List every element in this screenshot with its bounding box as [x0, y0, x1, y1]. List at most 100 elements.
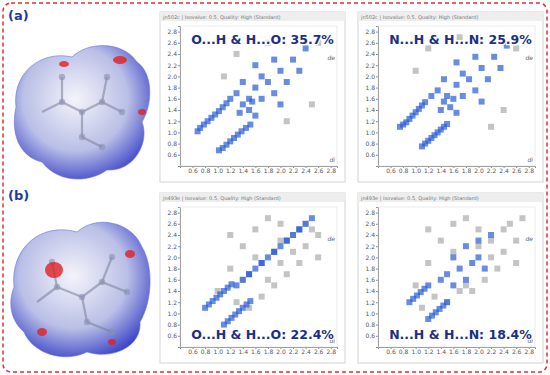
molecule-bond — [82, 137, 102, 147]
point — [491, 54, 497, 60]
tick-label: 1.4 — [365, 106, 375, 113]
outer-frame — [3, 3, 547, 372]
point — [227, 96, 233, 102]
tick: 0.6 — [386, 166, 396, 174]
tick-label: 1.8 — [462, 348, 472, 355]
y-axis-label: de — [328, 235, 336, 242]
point — [469, 260, 475, 266]
tick-label: 1.6 — [251, 348, 261, 355]
tick: 1.4 — [239, 166, 249, 174]
y-axis-label: de — [328, 54, 336, 61]
tick-label: 2.0 — [276, 348, 286, 355]
y-axis: 0.60.81.01.21.41.61.82.02.22.42.62.8 — [365, 208, 378, 348]
tick-label: 2.8 — [167, 209, 177, 216]
tick: 1.0 — [167, 129, 180, 136]
point — [284, 238, 290, 244]
point — [240, 101, 246, 107]
tick: 1.6 — [251, 166, 261, 174]
tick: 2.4 — [167, 231, 180, 238]
point — [284, 238, 290, 244]
point — [277, 68, 283, 74]
contact-spot — [59, 61, 69, 67]
point — [501, 226, 507, 232]
figure-svg: (a)(b)jn502c | Isovalue: 0.5, Quality: H… — [0, 0, 550, 375]
point — [284, 271, 290, 277]
point — [463, 277, 469, 283]
tick: 2.2 — [167, 243, 180, 250]
point — [252, 226, 258, 232]
point — [249, 99, 255, 105]
point — [479, 99, 485, 105]
tick-label: 2.4 — [499, 348, 509, 355]
point — [296, 68, 302, 74]
tick: 0.8 — [201, 347, 211, 355]
tick-label: 1.8 — [167, 265, 177, 272]
point — [315, 232, 321, 238]
molecule-atom — [79, 109, 85, 115]
point — [488, 232, 494, 238]
tick: 2.8 — [524, 347, 534, 355]
tick: 2.4 — [167, 50, 180, 57]
tick: 1.4 — [365, 106, 378, 113]
molecule-atom — [99, 99, 105, 105]
tick: 2.8 — [365, 209, 378, 216]
point — [290, 249, 296, 255]
point — [303, 221, 309, 227]
point — [519, 215, 525, 221]
tick-label: 2.0 — [365, 73, 375, 80]
tick-label: 2.6 — [365, 39, 375, 46]
point — [309, 101, 315, 107]
point — [413, 68, 419, 74]
molecule-bond — [61, 77, 63, 102]
tick: 2.6 — [512, 347, 522, 355]
point — [277, 260, 283, 266]
molecule-atom — [79, 134, 85, 140]
x-axis: 0.60.81.01.21.41.61.82.02.22.42.62.8 — [181, 166, 338, 174]
point — [428, 93, 434, 99]
tick-label: 1.2 — [365, 299, 375, 306]
molecule-bond — [102, 257, 112, 282]
point — [309, 226, 315, 232]
tick: 2.4 — [499, 347, 509, 355]
tick: 1.4 — [365, 287, 378, 294]
fingerprint-panel: jn502c | Isovalue: 0.5, Quality: High (S… — [160, 12, 345, 182]
point — [277, 101, 283, 107]
points — [406, 215, 525, 322]
tick: 0.8 — [365, 321, 378, 328]
point — [296, 226, 302, 232]
point — [259, 96, 265, 102]
plot-frame — [378, 26, 535, 166]
point — [237, 110, 243, 116]
point — [259, 260, 265, 266]
tick-label: 2.4 — [167, 50, 177, 57]
tick-label: 1.0 — [213, 348, 223, 355]
point — [438, 238, 444, 244]
point — [252, 254, 258, 260]
point — [485, 76, 491, 82]
tick: 1.8 — [462, 166, 472, 174]
point — [265, 215, 271, 221]
window-subtitle: jn502c | Isovalue: 0.5, Quality: High (S… — [162, 14, 280, 21]
point — [450, 282, 456, 288]
point — [252, 113, 258, 119]
point — [463, 215, 469, 221]
point — [482, 266, 488, 272]
tick-label: 1.4 — [239, 167, 249, 174]
tick: 0.8 — [167, 140, 180, 147]
tick-label: 2.2 — [365, 62, 375, 69]
point — [425, 282, 431, 288]
tick: 1.6 — [167, 95, 180, 102]
window-frame — [160, 12, 345, 182]
point — [438, 107, 444, 113]
molecule-atom — [54, 284, 60, 290]
tick: 2.8 — [524, 166, 534, 174]
tick: 1.8 — [167, 84, 180, 91]
tick: 2.2 — [487, 347, 497, 355]
tick-label: 1.0 — [411, 348, 421, 355]
tick: 1.2 — [167, 299, 180, 306]
tick: 1.4 — [167, 287, 180, 294]
tick: 2.6 — [512, 166, 522, 174]
tick: 1.2 — [226, 166, 236, 174]
points — [397, 34, 519, 149]
tick-label: 2.2 — [487, 167, 497, 174]
